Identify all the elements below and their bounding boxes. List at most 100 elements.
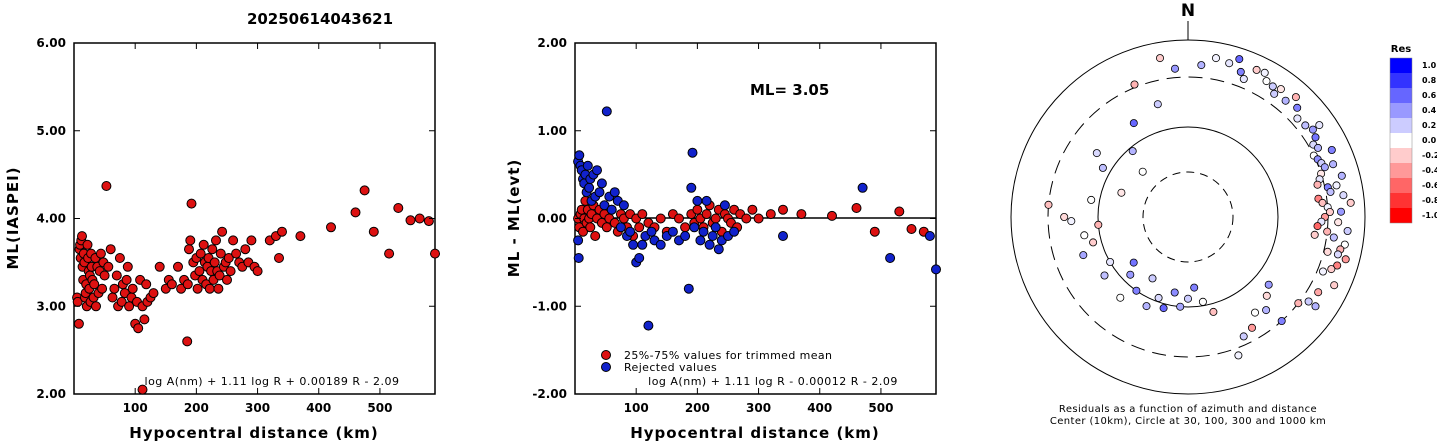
colorbar-box [1390,148,1412,163]
station-point [1129,258,1138,267]
station-point [1337,171,1346,180]
y-tick-label: 4.00 [36,212,66,226]
colorbar-tick-label: -0.4 [1422,166,1437,175]
chart1-point [101,181,112,191]
chart1-point [214,270,225,281]
chart2-point [885,253,896,263]
colorbar-box [1390,58,1412,73]
chart1-point [225,266,236,277]
chart2-point [698,226,709,237]
chart2-point [869,226,880,237]
chart2-point [778,231,788,241]
chart1-point [186,198,197,209]
chart1-point [148,288,159,299]
colorbar-tick-label: 0.4 [1422,106,1437,115]
station-point [1154,293,1163,302]
station-point [1340,240,1349,249]
station-point [1153,100,1162,109]
chart2-point [692,195,703,206]
colorbar-tick-label: 0.8 [1422,76,1437,85]
x-tick-label: 300 [245,401,270,415]
y-tick-label: 2.00 [36,387,66,401]
chart2-point [637,209,648,220]
station-point [1339,191,1348,200]
y-tick-label: 1.00 [537,124,567,138]
station-point [1308,125,1317,134]
colorbar-tick-label: 0.2 [1422,121,1436,130]
chart1-point [182,279,193,290]
chart2-point [655,213,666,224]
station-point [1252,65,1261,74]
chart1-point [109,283,120,294]
chart2-point [625,226,636,237]
chart1-point [350,207,361,218]
station-point [1333,250,1342,259]
chart1-point [211,235,221,246]
chart1-point [122,261,133,272]
x-tick-label: 500 [367,401,392,415]
y-tick-label: 0.00 [537,212,567,226]
chart2-point [778,204,788,215]
station-point [1106,257,1115,266]
chart2-point [646,226,657,237]
colorbar-box [1390,133,1412,148]
chart2-point [615,222,626,233]
chart1-point [217,226,228,237]
chart2-point [643,320,654,331]
station-point [1234,351,1243,360]
x-tick-label: 500 [868,401,893,415]
chart2-point [628,239,639,250]
station-point [1262,291,1271,300]
chart2-point [741,213,752,224]
station-point [1236,67,1245,76]
chart2-point [687,147,698,158]
chart1-point [405,215,416,226]
station-point [1311,133,1320,142]
station-point [1293,103,1302,112]
chart2-point [634,222,645,233]
chart1-point [430,248,440,259]
chart1-point [240,244,251,255]
station-point [1311,302,1320,311]
station-point [1294,299,1303,308]
chart1-point [121,274,132,285]
chart2-point [680,231,691,241]
x-tick-label: 200 [184,401,209,415]
station-point [1184,294,1193,303]
chart1-point [173,261,183,272]
colorbar-tick-label: 0.0 [1422,136,1437,145]
chart1-point [223,253,234,263]
residual-polar-plot: N Residuals as a function of azimuth and… [1010,1,1366,427]
chart1-point [222,274,232,285]
station-point [1080,231,1089,240]
chart2-point [674,213,684,224]
station-point [1079,251,1088,260]
chart2-point [592,165,602,176]
station-point [1094,220,1103,229]
colorbar-title: Res [1391,44,1411,55]
chart1-point [114,253,125,263]
chart2-point [689,222,700,233]
station-point [1159,304,1168,313]
chart1-point [137,384,148,395]
chart2-point [894,206,905,217]
chart1-points [72,181,440,395]
colorbar-boxes [1389,57,1413,224]
station-point [1262,77,1271,86]
chart1-point [274,253,284,263]
station-point [1142,302,1151,311]
chart1-point [95,248,106,259]
chart2-point [710,222,721,233]
polar-station-points [1044,54,1355,360]
chart1-point [423,216,434,227]
chart2-point [601,222,612,233]
x-tick-label: 100 [123,401,148,415]
circle-1000km [1010,39,1366,395]
ml-iaspei-chart: 100 200 300 400 500 2.00 3.00 4.00 5.00 6.00 Hyp… [4,36,440,441]
chart1-point [246,235,257,246]
chart1-point [198,239,209,250]
north-label: N [1181,1,1195,21]
chart2-point [931,264,941,275]
chart1-point [414,213,425,224]
station-point [1130,80,1139,89]
